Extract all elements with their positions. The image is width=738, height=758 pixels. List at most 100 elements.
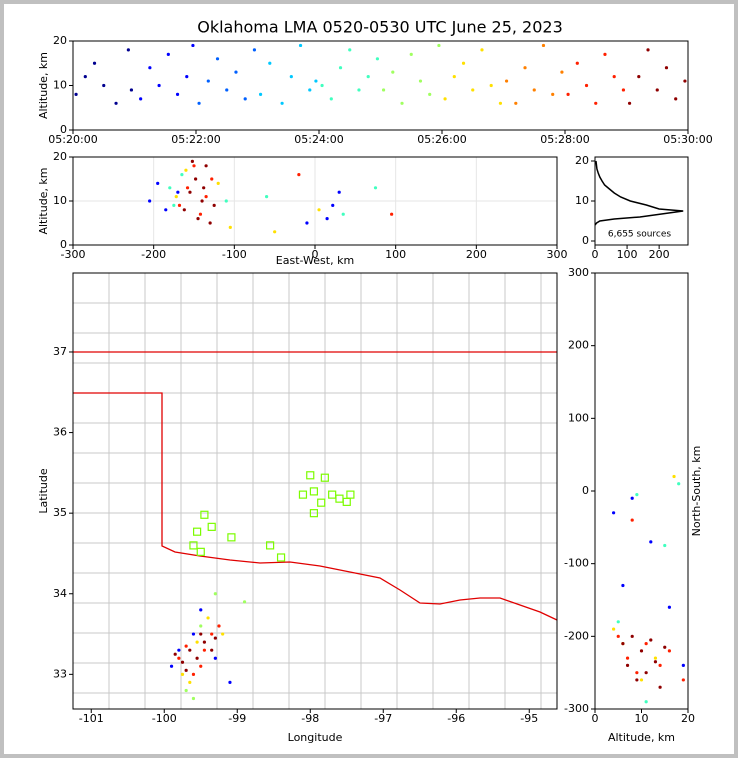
source [212,203,216,207]
source [357,88,361,92]
source [198,212,203,216]
source [627,101,632,105]
y-tick-label: 20 [575,154,589,167]
source [190,159,194,163]
source [681,678,685,682]
source [174,195,178,199]
source [197,101,201,105]
source [541,43,546,48]
source [523,66,527,70]
source [199,624,203,628]
source [584,83,589,88]
source [180,173,184,177]
source [166,52,170,56]
source [644,671,648,675]
x-tick-label: 0 [592,248,599,261]
source [616,620,620,624]
source [644,700,648,704]
x-axis-label: East-West, km [276,254,354,267]
source [83,75,87,79]
source [114,101,118,105]
source [649,540,653,544]
source [320,83,324,88]
source [184,168,188,172]
source [677,482,681,486]
source [215,57,220,61]
source [681,663,685,668]
source [273,230,277,234]
source [184,688,188,693]
source [206,79,210,83]
source [637,75,641,79]
source [630,496,634,500]
source [337,190,341,194]
x-tick-label: 100 [385,248,406,261]
source [194,177,198,181]
source [625,656,630,660]
source [202,186,206,190]
source [185,75,189,79]
y-tick-label: 0 [60,238,67,251]
source [649,638,653,642]
source [139,97,143,101]
source [206,616,210,620]
y-tick-label: 33 [53,667,67,680]
source [173,652,177,656]
source [409,52,413,56]
source [204,164,208,168]
y-tick-label: 20 [53,150,67,163]
source [305,221,309,225]
source [188,648,192,652]
source [289,75,293,79]
y-axis-label: Latitude [37,468,50,514]
source [625,663,630,668]
source [195,656,199,660]
source [664,66,669,70]
source [213,636,217,640]
source [176,190,180,194]
source [646,48,650,52]
source [199,664,203,668]
x-tick-label: -200 [141,248,166,261]
source [341,212,345,216]
y-tick-label: 0 [582,234,589,247]
source [616,634,620,638]
plot-frame [594,156,689,246]
source [213,592,217,596]
x-tick-label: 05:30:00 [663,133,712,146]
source [498,101,503,105]
source [202,648,207,652]
y-tick-label: 100 [568,411,589,424]
source [621,88,626,92]
y-axis-label: Altitude, km [37,167,50,234]
source [373,186,378,190]
source [658,685,662,689]
y-tick-label: 300 [568,266,589,279]
source [514,101,518,105]
x-axis-label: Longitude [288,731,343,744]
source [683,79,687,83]
station [309,487,319,496]
x-tick-label: 20 [681,712,695,725]
source [375,57,380,61]
x-tick-label: -98 [301,712,319,725]
source [489,83,493,88]
source [390,212,394,216]
y-tick-label: 36 [53,426,67,439]
source [199,608,203,612]
source [188,190,192,194]
source [204,195,208,199]
y-tick-label: 34 [53,587,67,600]
plot-frame [72,156,558,246]
source [157,83,161,88]
source [216,181,220,185]
county-lines [73,273,557,709]
source [185,186,190,190]
source [191,43,195,48]
x-tick-label: -300 [61,248,86,261]
source [612,75,616,79]
source [74,92,78,96]
x-tick-label: -96 [447,712,465,725]
source [188,680,192,685]
x-tick-label: -95 [520,712,538,725]
